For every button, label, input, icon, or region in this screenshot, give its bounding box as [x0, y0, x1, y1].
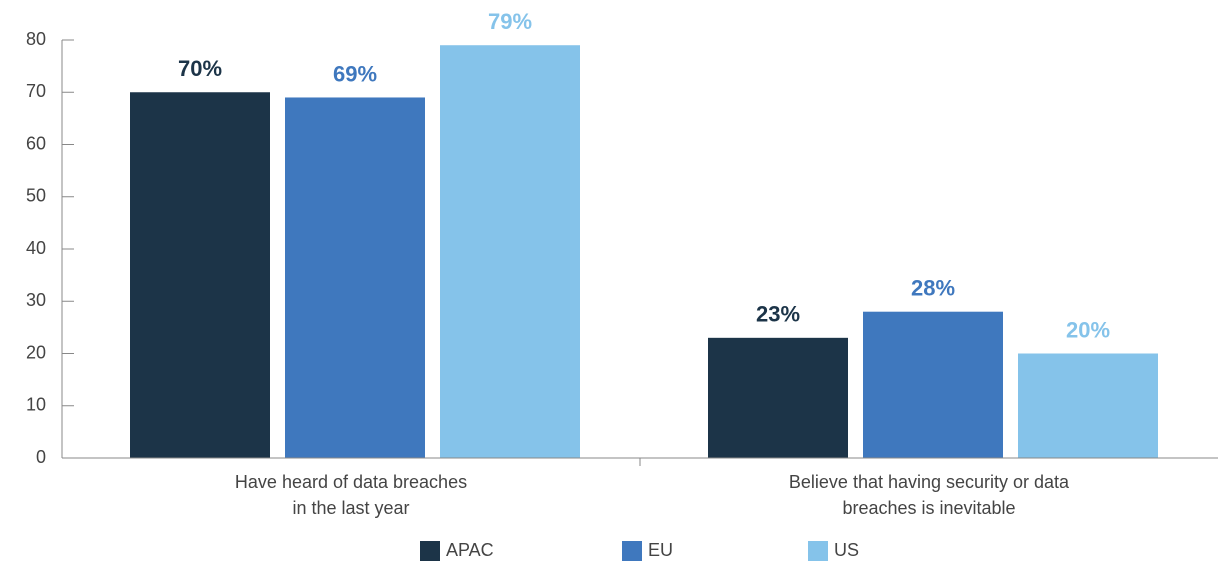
y-tick-label: 80 [26, 29, 46, 49]
value-label: 69% [333, 61, 377, 86]
legend-swatch [808, 541, 828, 561]
bar [863, 311, 1003, 458]
x-tick-label: in the last year [292, 498, 409, 518]
bar [285, 97, 425, 458]
value-label: 79% [488, 9, 532, 34]
x-tick-label: breaches is inevitable [842, 498, 1015, 518]
y-tick-label: 10 [26, 395, 46, 415]
y-tick-label: 60 [26, 133, 46, 153]
legend-label: EU [648, 540, 673, 560]
x-tick-label: Believe that having security or data [789, 472, 1070, 492]
x-tick-label: Have heard of data breaches [235, 472, 467, 492]
bar [1018, 353, 1158, 458]
bar [708, 337, 848, 458]
legend-label: US [834, 540, 859, 560]
value-label: 70% [178, 56, 222, 81]
bar [130, 92, 270, 458]
legend-swatch [420, 541, 440, 561]
value-label: 28% [911, 276, 955, 301]
y-tick-label: 0 [36, 447, 46, 467]
value-label: 20% [1066, 317, 1110, 342]
y-tick-label: 70 [26, 81, 46, 101]
y-tick-label: 30 [26, 290, 46, 310]
bar [440, 45, 580, 458]
y-tick-label: 50 [26, 186, 46, 206]
y-tick-label: 20 [26, 342, 46, 362]
y-tick-label: 40 [26, 238, 46, 258]
value-label: 23% [756, 302, 800, 327]
legend-label: APAC [446, 540, 494, 560]
legend-swatch [622, 541, 642, 561]
